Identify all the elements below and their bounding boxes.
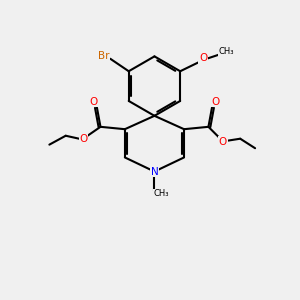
Text: CH₃: CH₃	[219, 47, 234, 56]
Text: O: O	[80, 134, 88, 144]
Text: O: O	[89, 97, 98, 106]
Text: O: O	[219, 137, 227, 147]
Text: O: O	[212, 97, 220, 106]
Text: O: O	[199, 53, 207, 64]
Text: N: N	[151, 167, 158, 176]
Text: CH₃: CH₃	[153, 189, 169, 198]
Text: Br: Br	[98, 51, 110, 61]
